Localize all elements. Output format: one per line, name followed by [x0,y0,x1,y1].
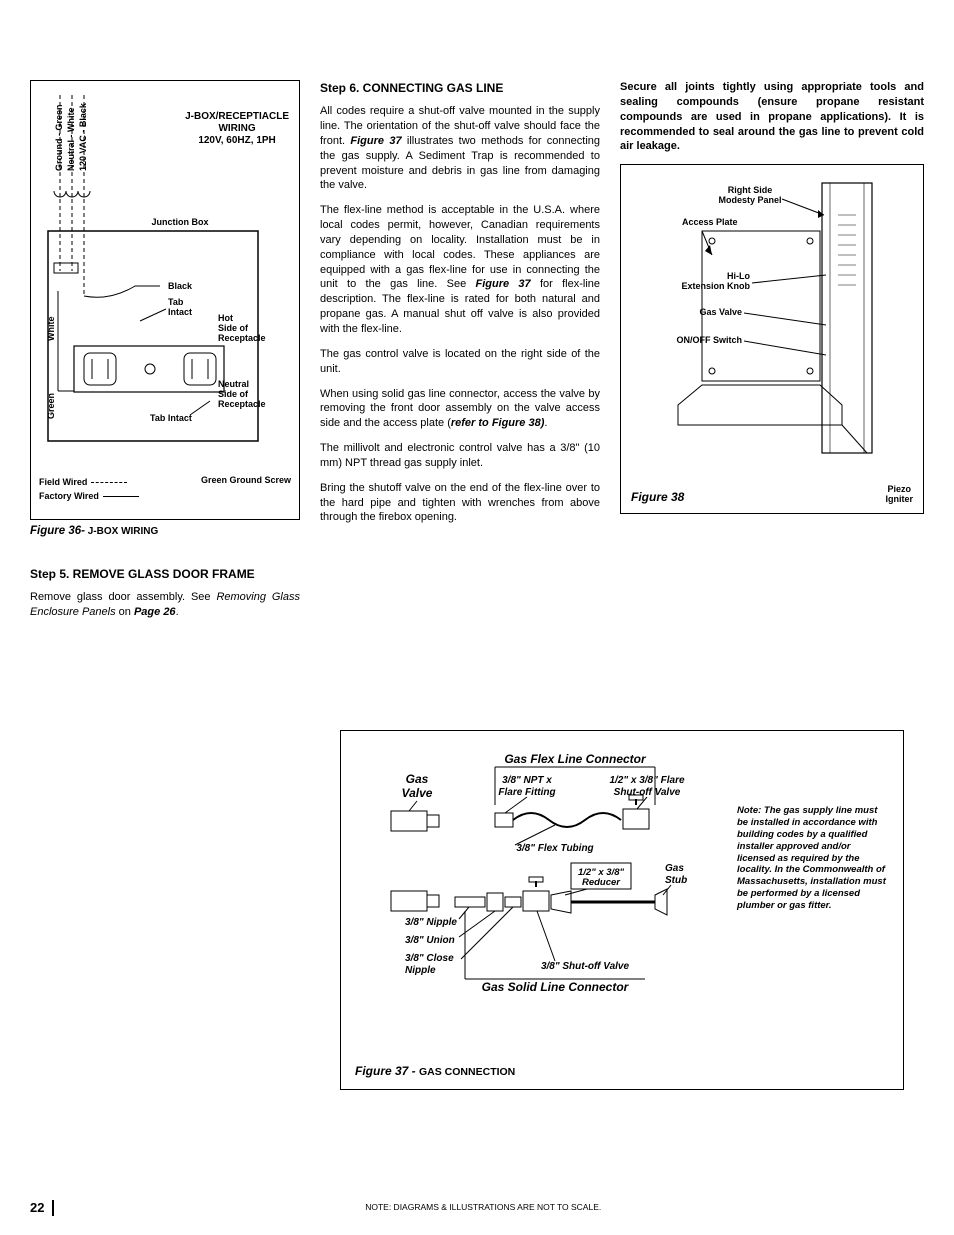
svg-text:3/8" Close: 3/8" Close [405,953,454,964]
svg-text:Hot: Hot [218,313,233,323]
svg-text:Side of: Side of [218,323,249,333]
figure-37: Gas Flex Line Connector Gas Valve 3/8" N… [340,730,904,1090]
page-footer: 22 NOTE: DIAGRAMS & ILLUSTRATIONS ARE NO… [30,1199,904,1217]
step6-p1: All codes require a shut-off valve mount… [320,104,600,193]
svg-text:Green: Green [46,393,56,419]
step6-p3: The gas control valve is located on the … [320,347,600,377]
green-ground-screw: Green Ground Screw [201,475,291,485]
step6-p4: When using solid gas line connector, acc… [320,387,600,432]
svg-text:Black: Black [168,281,193,291]
svg-text:Neutral - White: Neutral - White [66,107,76,171]
figure-38: Right Side Modesty Panel Access Plate Hi… [620,164,924,514]
fig36-diagram: Ground - Green Neutral - White 120 VAC -… [39,91,291,471]
fig36-title: J-BOX/RECEPTIACLE WIRING 120V, 60HZ, 1PH [185,111,289,147]
fig37-caption: Figure 37 - GAS CONNECTION [355,1063,515,1079]
svg-text:Flare Fitting: Flare Fitting [498,787,555,798]
field-wired-label: Field Wired [39,476,87,488]
footer-note: NOTE: DIAGRAMS & ILLUSTRATIONS ARE NOT T… [62,1202,904,1213]
svg-text:3/8" Flex Tubing: 3/8" Flex Tubing [516,843,593,854]
fig36-t1: J-BOX/RECEPTIACLE [185,111,289,122]
fig36-t2: WIRING [218,123,255,134]
svg-text:Neutral: Neutral [218,379,249,389]
fig36-caption: Figure 36- J-BOX WIRING [30,524,300,540]
svg-text:Stub: Stub [665,875,687,886]
factory-wired-label: Factory Wired [39,490,99,502]
svg-text:Extension Knob: Extension Knob [681,281,750,291]
step6-p2: The flex-line method is acceptable in th… [320,203,600,337]
svg-text:Access Plate: Access Plate [682,217,738,227]
step6-p6: Bring the shutoff valve on the end of th… [320,481,600,526]
fig36-t3: 120V, 60HZ, 1PH [198,135,275,146]
fig38-caption: Figure 38 [631,489,684,505]
fig37-note: Note: The gas supply line must be instal… [737,745,889,1075]
svg-text:120 VAC - Black: 120 VAC - Black [78,102,88,171]
svg-text:Right Side: Right Side [728,185,773,195]
svg-text:3/8" NPT x: 3/8" NPT x [502,775,552,786]
svg-text:Tab: Tab [168,297,184,307]
svg-text:Tab Intact: Tab Intact [150,413,192,423]
svg-text:Side of: Side of [218,389,249,399]
svg-text:Nipple: Nipple [405,965,436,976]
fig37-diagram: Gas Flex Line Connector Gas Valve 3/8" N… [355,745,725,1045]
svg-text:Gas: Gas [406,772,429,786]
svg-text:Gas: Gas [665,863,684,874]
fig38-piezo: Piezo Igniter [885,485,913,505]
svg-text:Hi-Lo: Hi-Lo [727,271,750,281]
svg-text:3/8" Union: 3/8" Union [405,935,455,946]
svg-text:Gas Flex Line Connector: Gas Flex Line Connector [504,752,647,766]
svg-text:Reducer: Reducer [582,877,621,888]
svg-text:Ground - Green: Ground - Green [54,104,64,171]
step5-p1: Remove glass door assembly. See Removing… [30,590,300,620]
svg-text:ON/OFF Switch: ON/OFF Switch [676,335,742,345]
svg-text:Valve: Valve [402,786,433,800]
step5-title: Step 5. REMOVE GLASS DOOR FRAME [30,566,300,582]
svg-text:Intact: Intact [168,307,192,317]
svg-text:Gas Solid Line Connector: Gas Solid Line Connector [482,980,630,994]
figure-36: J-BOX/RECEPTIACLE WIRING 120V, 60HZ, 1PH… [30,80,300,520]
svg-text:3/8" Shut-off Valve: 3/8" Shut-off Valve [541,961,630,972]
svg-text:Receptacle: Receptacle [218,399,266,409]
svg-text:Modesty Panel: Modesty Panel [718,195,781,205]
svg-text:White: White [46,317,56,342]
svg-text:Gas Valve: Gas Valve [699,307,742,317]
svg-text:Shut-off Valve: Shut-off Valve [614,787,681,798]
fig38-diagram: Right Side Modesty Panel Access Plate Hi… [631,175,913,465]
svg-text:Junction Box: Junction Box [151,217,208,227]
page-number: 22 [30,1199,44,1217]
svg-text:3/8" Nipple: 3/8" Nipple [405,917,457,928]
step6-p5: The millivolt and electronic control val… [320,441,600,471]
col3-p1: Secure all joints tightly using appropri… [620,80,924,154]
svg-text:1/2" x 3/8" Flare: 1/2" x 3/8" Flare [609,775,685,786]
svg-text:Receptacle: Receptacle [218,333,266,343]
step6-title: Step 6. CONNECTING GAS LINE [320,80,600,96]
